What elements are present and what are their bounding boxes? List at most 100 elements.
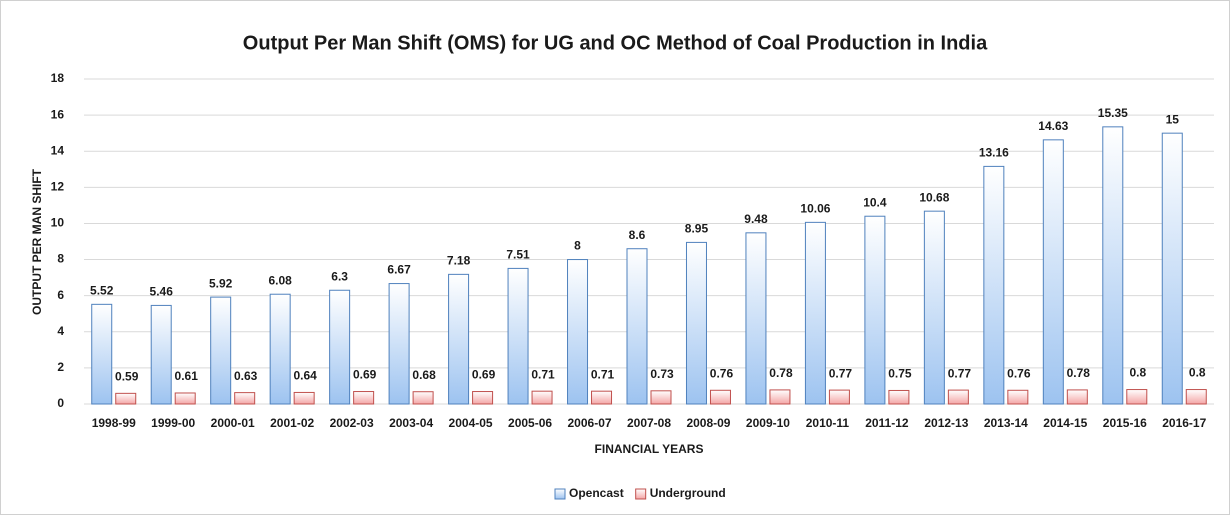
bar xyxy=(769,389,791,405)
bar xyxy=(591,390,613,405)
data-label: 0.77 xyxy=(948,366,972,380)
data-label: 0.69 xyxy=(472,368,496,382)
legend-swatch xyxy=(554,488,566,500)
data-label: 0.76 xyxy=(1007,366,1031,380)
y-tick-label: 12 xyxy=(51,180,65,194)
bar xyxy=(1126,389,1148,405)
x-tick-label: 2014-15 xyxy=(1043,416,1087,430)
bar xyxy=(472,391,494,405)
bar xyxy=(234,392,256,405)
bar xyxy=(1161,132,1183,405)
data-label: 10.06 xyxy=(800,202,830,216)
x-tick-label: 2004-05 xyxy=(449,416,493,430)
data-label: 14.63 xyxy=(1038,119,1068,133)
data-label: 0.8 xyxy=(1189,366,1206,380)
x-tick-label: 2007-08 xyxy=(627,416,671,430)
data-label: 0.68 xyxy=(412,368,436,382)
x-tick-label: 2003-04 xyxy=(389,416,433,430)
x-tick-label: 2008-09 xyxy=(686,416,730,430)
x-tick-label: 2009-10 xyxy=(746,416,790,430)
data-label: 0.77 xyxy=(829,366,853,380)
y-axis-title: OUTPUT PER MAN SHIFT xyxy=(30,168,44,315)
x-tick-label: 2012-13 xyxy=(924,416,968,430)
bar xyxy=(210,296,232,405)
data-label: 8.95 xyxy=(685,222,709,236)
y-tick-label: 16 xyxy=(51,107,65,121)
data-label: 7.51 xyxy=(506,248,530,262)
data-label: 0.71 xyxy=(591,367,615,381)
x-tick-label: 2011-12 xyxy=(865,416,909,430)
data-label: 15.35 xyxy=(1098,106,1128,120)
y-tick-label: 14 xyxy=(51,143,65,157)
bar xyxy=(567,259,589,405)
x-tick-label: 2002-03 xyxy=(330,416,374,430)
data-label: 0.75 xyxy=(888,367,912,381)
x-tick-label: 2000-01 xyxy=(211,416,255,430)
bar xyxy=(626,248,648,405)
bar xyxy=(1042,139,1064,405)
bar xyxy=(828,389,850,405)
y-tick-label: 18 xyxy=(51,71,65,85)
y-tick-label: 6 xyxy=(57,288,64,302)
x-tick-label: 2005-06 xyxy=(508,416,552,430)
bar xyxy=(983,165,1005,405)
bar xyxy=(329,289,351,405)
bar xyxy=(174,392,196,405)
data-label: 6.08 xyxy=(268,273,292,287)
legend-swatch xyxy=(635,488,647,500)
data-label: 0.69 xyxy=(353,368,377,382)
data-label: 0.78 xyxy=(1067,366,1091,380)
bar xyxy=(293,391,315,405)
x-tick-label: 1998-99 xyxy=(92,416,136,430)
data-label: 0.64 xyxy=(293,369,317,383)
bar xyxy=(685,241,707,405)
y-tick-label: 10 xyxy=(51,216,65,230)
bar xyxy=(745,232,767,405)
bar xyxy=(91,303,113,405)
bar xyxy=(531,390,553,405)
legend-label: Underground xyxy=(650,486,726,500)
data-label: 13.16 xyxy=(979,146,1009,160)
x-tick-label: 2010-11 xyxy=(806,416,850,430)
bar xyxy=(448,273,470,405)
bar xyxy=(1102,126,1124,405)
data-label: 0.76 xyxy=(710,366,734,380)
chart-title: Output Per Man Shift (OMS) for UG and OC… xyxy=(243,32,988,54)
x-tick-label: 2013-14 xyxy=(984,416,1028,430)
bar xyxy=(947,389,969,405)
bar xyxy=(804,221,826,405)
legend-label: Opencast xyxy=(569,486,624,500)
y-tick-label: 4 xyxy=(57,324,64,338)
data-label: 15 xyxy=(1166,112,1180,126)
bar xyxy=(650,390,672,405)
bar xyxy=(412,391,434,405)
data-label: 5.92 xyxy=(209,276,233,290)
x-tick-label: 2006-07 xyxy=(568,416,612,430)
bar xyxy=(269,293,291,405)
bar xyxy=(923,210,945,405)
data-label: 9.48 xyxy=(744,212,768,226)
bar xyxy=(353,391,375,405)
bar xyxy=(115,392,137,405)
x-tick-label: 2016-17 xyxy=(1162,416,1206,430)
x-tick-label: 2015-16 xyxy=(1103,416,1147,430)
x-tick-label: 1999-00 xyxy=(151,416,195,430)
data-label: 7.18 xyxy=(447,254,471,268)
bar xyxy=(864,215,886,405)
bar xyxy=(1007,389,1029,405)
data-label: 5.52 xyxy=(90,284,114,298)
data-label: 8 xyxy=(574,239,581,253)
data-label: 0.63 xyxy=(234,369,258,383)
x-tick-label: 2001-02 xyxy=(270,416,314,430)
x-axis-title: FINANCIAL YEARS xyxy=(595,442,704,456)
data-label: 10.4 xyxy=(863,195,887,209)
y-tick-label: 2 xyxy=(57,360,64,374)
bar xyxy=(388,283,410,405)
data-label: 5.46 xyxy=(150,285,174,299)
data-label: 6.3 xyxy=(331,269,348,283)
data-label: 0.71 xyxy=(531,367,555,381)
data-label: 0.73 xyxy=(650,367,674,381)
data-label: 0.59 xyxy=(115,370,139,384)
y-tick-label: 8 xyxy=(57,252,64,266)
